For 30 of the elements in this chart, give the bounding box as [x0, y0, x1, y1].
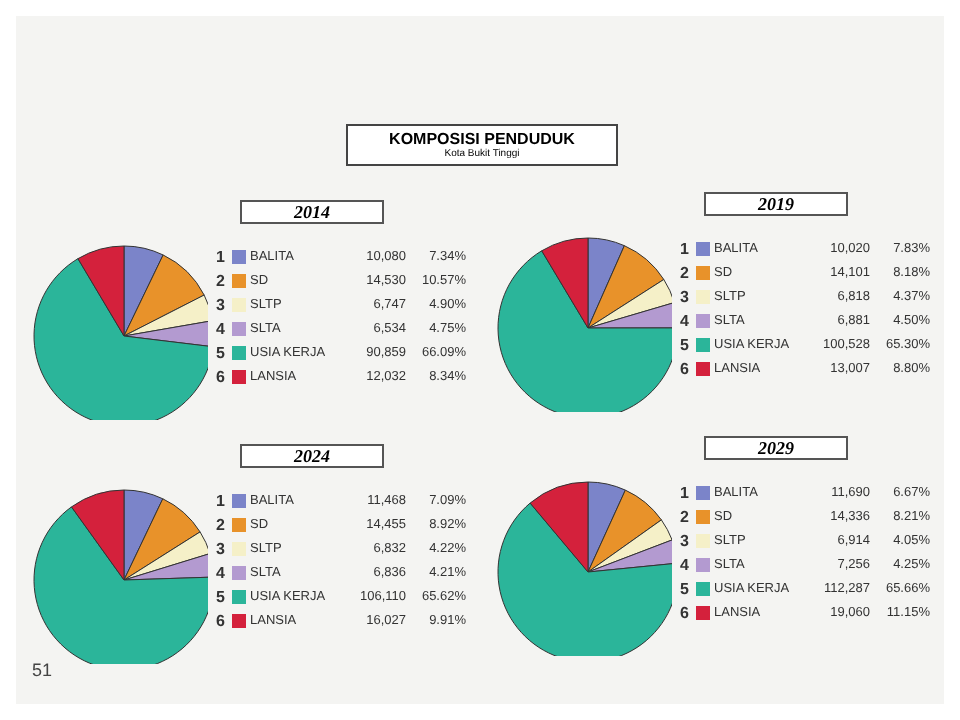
- legend-title: 2029: [704, 436, 848, 460]
- text: 51: [32, 660, 53, 680]
- text: 1: [216, 491, 227, 509]
- text: 6: [216, 367, 227, 385]
- text: 2: [216, 271, 227, 289]
- text: 5: [216, 343, 227, 361]
- legend-title: 2019: [704, 192, 848, 216]
- legend-title: 2014: [240, 200, 384, 224]
- text: KOMPOSISI PENDUDUK: [387, 130, 577, 148]
- text: 3: [680, 287, 691, 305]
- text: 3: [216, 295, 227, 313]
- text: 4: [216, 563, 227, 581]
- text: 3: [680, 531, 691, 549]
- text: 6: [680, 359, 691, 377]
- text: 6: [680, 603, 691, 621]
- text: 4: [216, 319, 227, 337]
- text: 1: [680, 483, 691, 501]
- text: 6: [216, 611, 227, 629]
- legend-title: 2024: [240, 444, 384, 468]
- text: 5: [216, 587, 227, 605]
- text: 5: [680, 335, 691, 353]
- text: 2: [680, 507, 691, 525]
- text: 2: [216, 515, 227, 533]
- text: 4: [680, 311, 691, 329]
- text: 1: [216, 247, 227, 265]
- text: 5: [680, 579, 691, 597]
- text: 1: [680, 239, 691, 257]
- text: 4: [680, 555, 691, 573]
- text: 3: [216, 539, 227, 557]
- text: 2: [680, 263, 691, 281]
